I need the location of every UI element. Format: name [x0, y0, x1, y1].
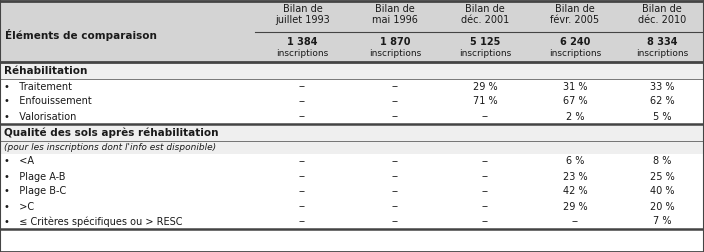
- Text: déc. 2010: déc. 2010: [638, 15, 686, 25]
- Bar: [0, 184, 704, 199]
- Text: --: --: [391, 97, 398, 107]
- Bar: [0, 169, 704, 184]
- Text: 8 334: 8 334: [647, 37, 677, 47]
- Text: 5 %: 5 %: [653, 111, 671, 121]
- Text: 71 %: 71 %: [472, 97, 497, 107]
- Text: inscriptions: inscriptions: [636, 49, 688, 58]
- Text: Qualité des sols après réhabilitation: Qualité des sols après réhabilitation: [4, 127, 218, 138]
- Text: 1 384: 1 384: [287, 37, 318, 47]
- Text: --: --: [391, 216, 398, 227]
- Text: --: --: [391, 156, 398, 167]
- Text: Bilan de: Bilan de: [282, 4, 322, 14]
- Text: --: --: [391, 81, 398, 91]
- Text: --: --: [482, 111, 489, 121]
- Text: Bilan de: Bilan de: [555, 4, 595, 14]
- Text: 31 %: 31 %: [562, 81, 587, 91]
- Text: •   >C: • >C: [4, 202, 34, 211]
- Text: --: --: [391, 172, 398, 181]
- Text: 1 870: 1 870: [379, 37, 410, 47]
- Text: --: --: [572, 216, 579, 227]
- Text: •   Plage B-C: • Plage B-C: [4, 186, 66, 197]
- Text: Réhabilitation: Réhabilitation: [4, 66, 87, 76]
- Text: inscriptions: inscriptions: [549, 49, 601, 58]
- Text: •   <A: • <A: [4, 156, 34, 167]
- Text: 6 %: 6 %: [566, 156, 584, 167]
- Text: Éléments de comparaison: Éléments de comparaison: [5, 29, 157, 41]
- Bar: [0, 0, 704, 62]
- Text: --: --: [299, 172, 306, 181]
- Text: 40 %: 40 %: [650, 186, 674, 197]
- Text: 7 %: 7 %: [653, 216, 671, 227]
- Text: •   Traitement: • Traitement: [4, 81, 72, 91]
- Text: --: --: [299, 186, 306, 197]
- Bar: [0, 109, 704, 124]
- Text: mai 1996: mai 1996: [372, 15, 418, 25]
- Text: --: --: [299, 156, 306, 167]
- Bar: [0, 94, 704, 109]
- Text: 42 %: 42 %: [562, 186, 587, 197]
- Text: juillet 1993: juillet 1993: [275, 15, 330, 25]
- Text: 29 %: 29 %: [472, 81, 497, 91]
- Bar: [0, 141, 704, 154]
- Bar: [0, 154, 704, 169]
- Text: •   Valorisation: • Valorisation: [4, 111, 76, 121]
- Text: déc. 2001: déc. 2001: [461, 15, 509, 25]
- Text: 23 %: 23 %: [562, 172, 587, 181]
- Text: 6 240: 6 240: [560, 37, 590, 47]
- Bar: [0, 62, 704, 79]
- Bar: [0, 79, 704, 94]
- Text: inscriptions: inscriptions: [459, 49, 511, 58]
- Text: 62 %: 62 %: [650, 97, 674, 107]
- Text: Bilan de: Bilan de: [465, 4, 505, 14]
- Text: --: --: [482, 172, 489, 181]
- Text: --: --: [391, 186, 398, 197]
- Text: --: --: [391, 111, 398, 121]
- Text: 8 %: 8 %: [653, 156, 671, 167]
- Text: •   Plage A-B: • Plage A-B: [4, 172, 65, 181]
- Text: --: --: [391, 202, 398, 211]
- Text: 67 %: 67 %: [562, 97, 587, 107]
- Text: --: --: [299, 111, 306, 121]
- Text: 29 %: 29 %: [562, 202, 587, 211]
- Text: inscriptions: inscriptions: [277, 49, 329, 58]
- Text: 20 %: 20 %: [650, 202, 674, 211]
- Text: 33 %: 33 %: [650, 81, 674, 91]
- Text: --: --: [299, 97, 306, 107]
- Text: inscriptions: inscriptions: [369, 49, 421, 58]
- Bar: [0, 124, 704, 141]
- Text: févr. 2005: févr. 2005: [551, 15, 600, 25]
- Text: (pour les inscriptions dont l'info est disponible): (pour les inscriptions dont l'info est d…: [4, 143, 216, 152]
- Text: --: --: [299, 202, 306, 211]
- Text: Bilan de: Bilan de: [642, 4, 682, 14]
- Bar: [0, 214, 704, 229]
- Text: --: --: [482, 156, 489, 167]
- Text: 25 %: 25 %: [650, 172, 674, 181]
- Text: --: --: [482, 216, 489, 227]
- Text: --: --: [299, 216, 306, 227]
- Text: •   Enfouissement: • Enfouissement: [4, 97, 92, 107]
- Text: --: --: [299, 81, 306, 91]
- Text: 5 125: 5 125: [470, 37, 500, 47]
- Text: •   ≤ Critères spécifiques ou > RESC: • ≤ Critères spécifiques ou > RESC: [4, 216, 182, 227]
- Text: --: --: [482, 186, 489, 197]
- Text: --: --: [482, 202, 489, 211]
- Bar: [0, 199, 704, 214]
- Text: 2 %: 2 %: [566, 111, 584, 121]
- Text: Bilan de: Bilan de: [375, 4, 415, 14]
